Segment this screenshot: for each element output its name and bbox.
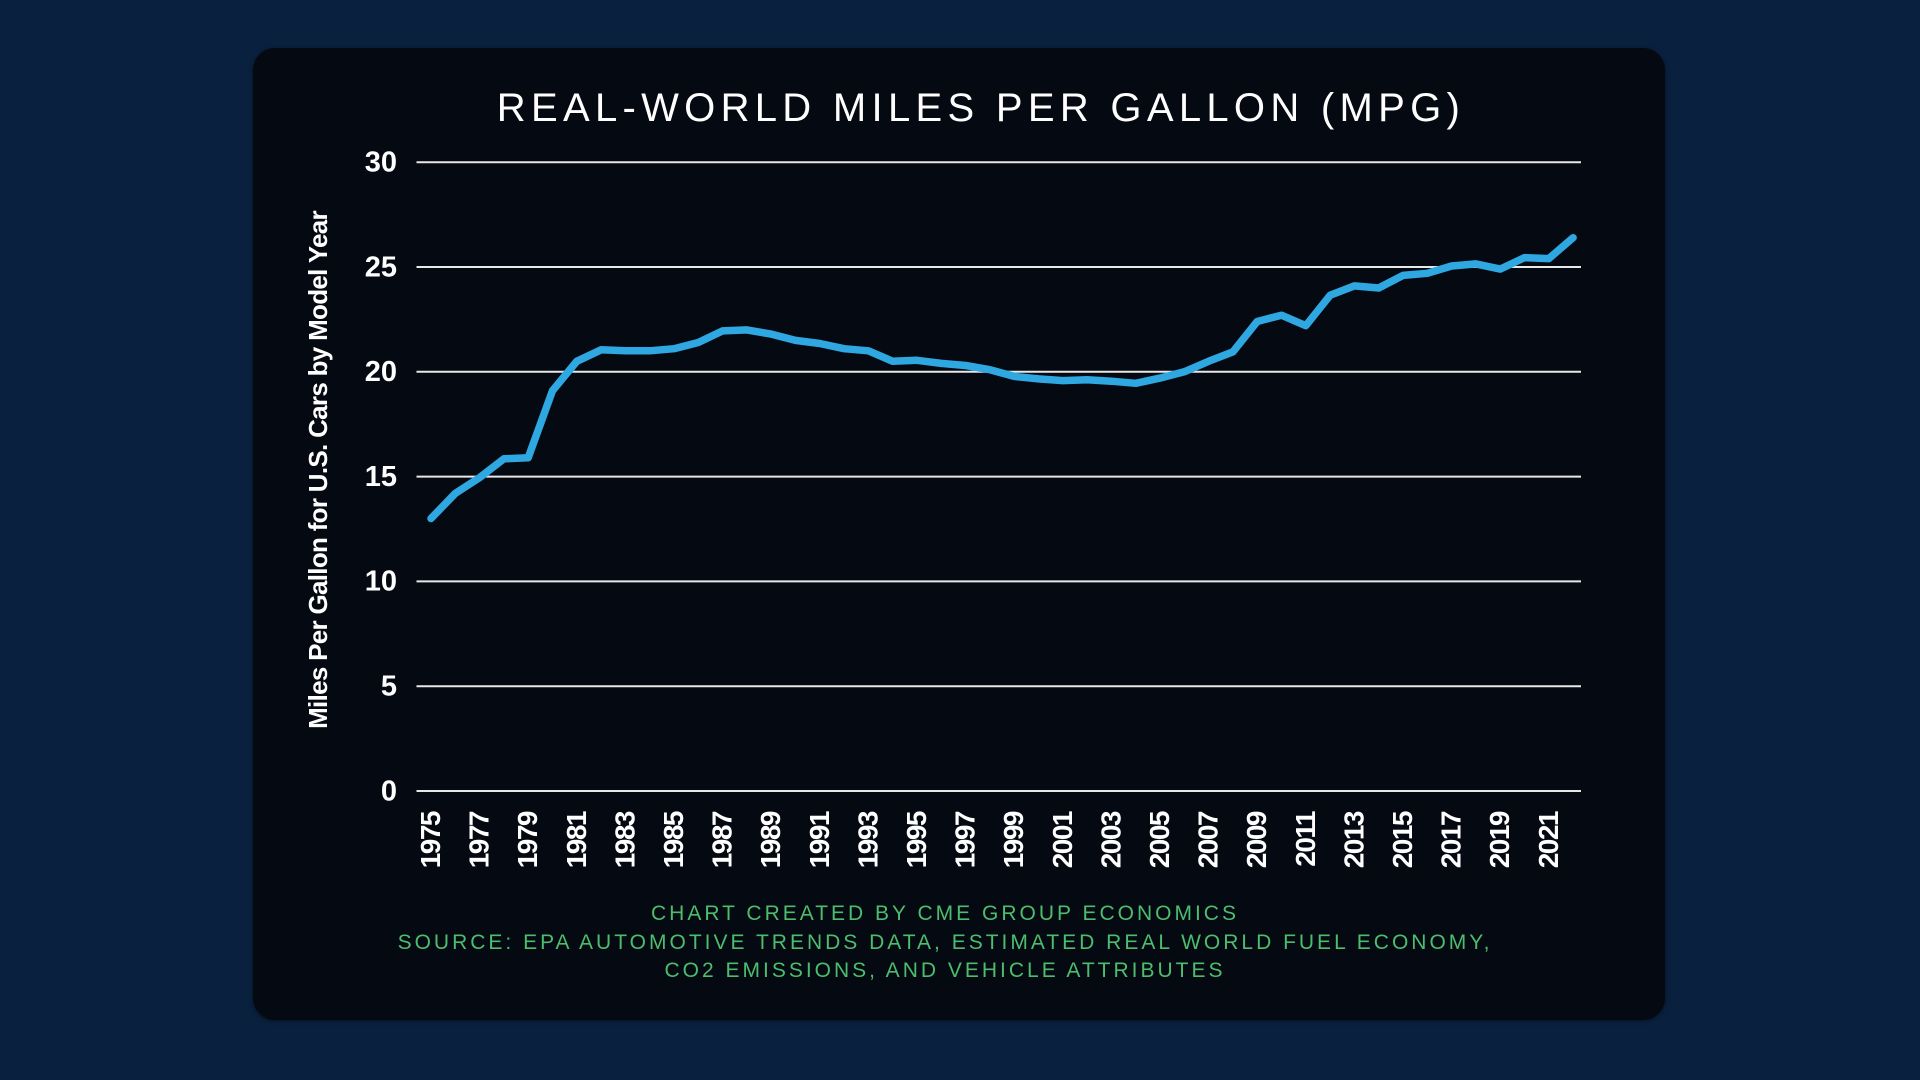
svg-text:2009: 2009 (1241, 811, 1272, 868)
svg-text:2013: 2013 (1338, 811, 1369, 868)
svg-text:2017: 2017 (1436, 811, 1467, 868)
svg-text:2001: 2001 (1047, 811, 1078, 868)
svg-text:2003: 2003 (1095, 811, 1126, 868)
svg-text:0: 0 (381, 775, 397, 807)
svg-text:1975: 1975 (415, 811, 446, 868)
svg-text:2019: 2019 (1484, 811, 1515, 868)
svg-text:2007: 2007 (1193, 811, 1224, 868)
svg-text:1987: 1987 (707, 811, 738, 868)
svg-text:2011: 2011 (1290, 811, 1321, 867)
svg-text:1995: 1995 (901, 811, 932, 868)
svg-text:Miles Per Gallon for U.S. Cars: Miles Per Gallon for U.S. Cars by Model … (303, 211, 333, 729)
svg-text:1999: 1999 (998, 811, 1029, 868)
svg-text:2021: 2021 (1533, 811, 1564, 868)
svg-text:1997: 1997 (950, 811, 981, 868)
svg-text:15: 15 (365, 461, 397, 493)
svg-text:1991: 1991 (804, 811, 835, 868)
svg-text:5: 5 (381, 671, 397, 703)
svg-text:1977: 1977 (464, 811, 495, 868)
svg-text:1981: 1981 (561, 811, 592, 868)
svg-text:2005: 2005 (1144, 811, 1175, 868)
svg-text:1993: 1993 (852, 811, 883, 868)
svg-text:10: 10 (365, 566, 397, 598)
svg-text:1989: 1989 (755, 811, 786, 868)
svg-text:25: 25 (365, 251, 397, 283)
svg-text:1983: 1983 (609, 811, 640, 868)
svg-text:20: 20 (365, 356, 397, 388)
svg-text:30: 30 (365, 147, 397, 179)
svg-text:1979: 1979 (512, 811, 543, 868)
svg-text:2015: 2015 (1387, 811, 1418, 868)
svg-text:1985: 1985 (658, 811, 689, 868)
